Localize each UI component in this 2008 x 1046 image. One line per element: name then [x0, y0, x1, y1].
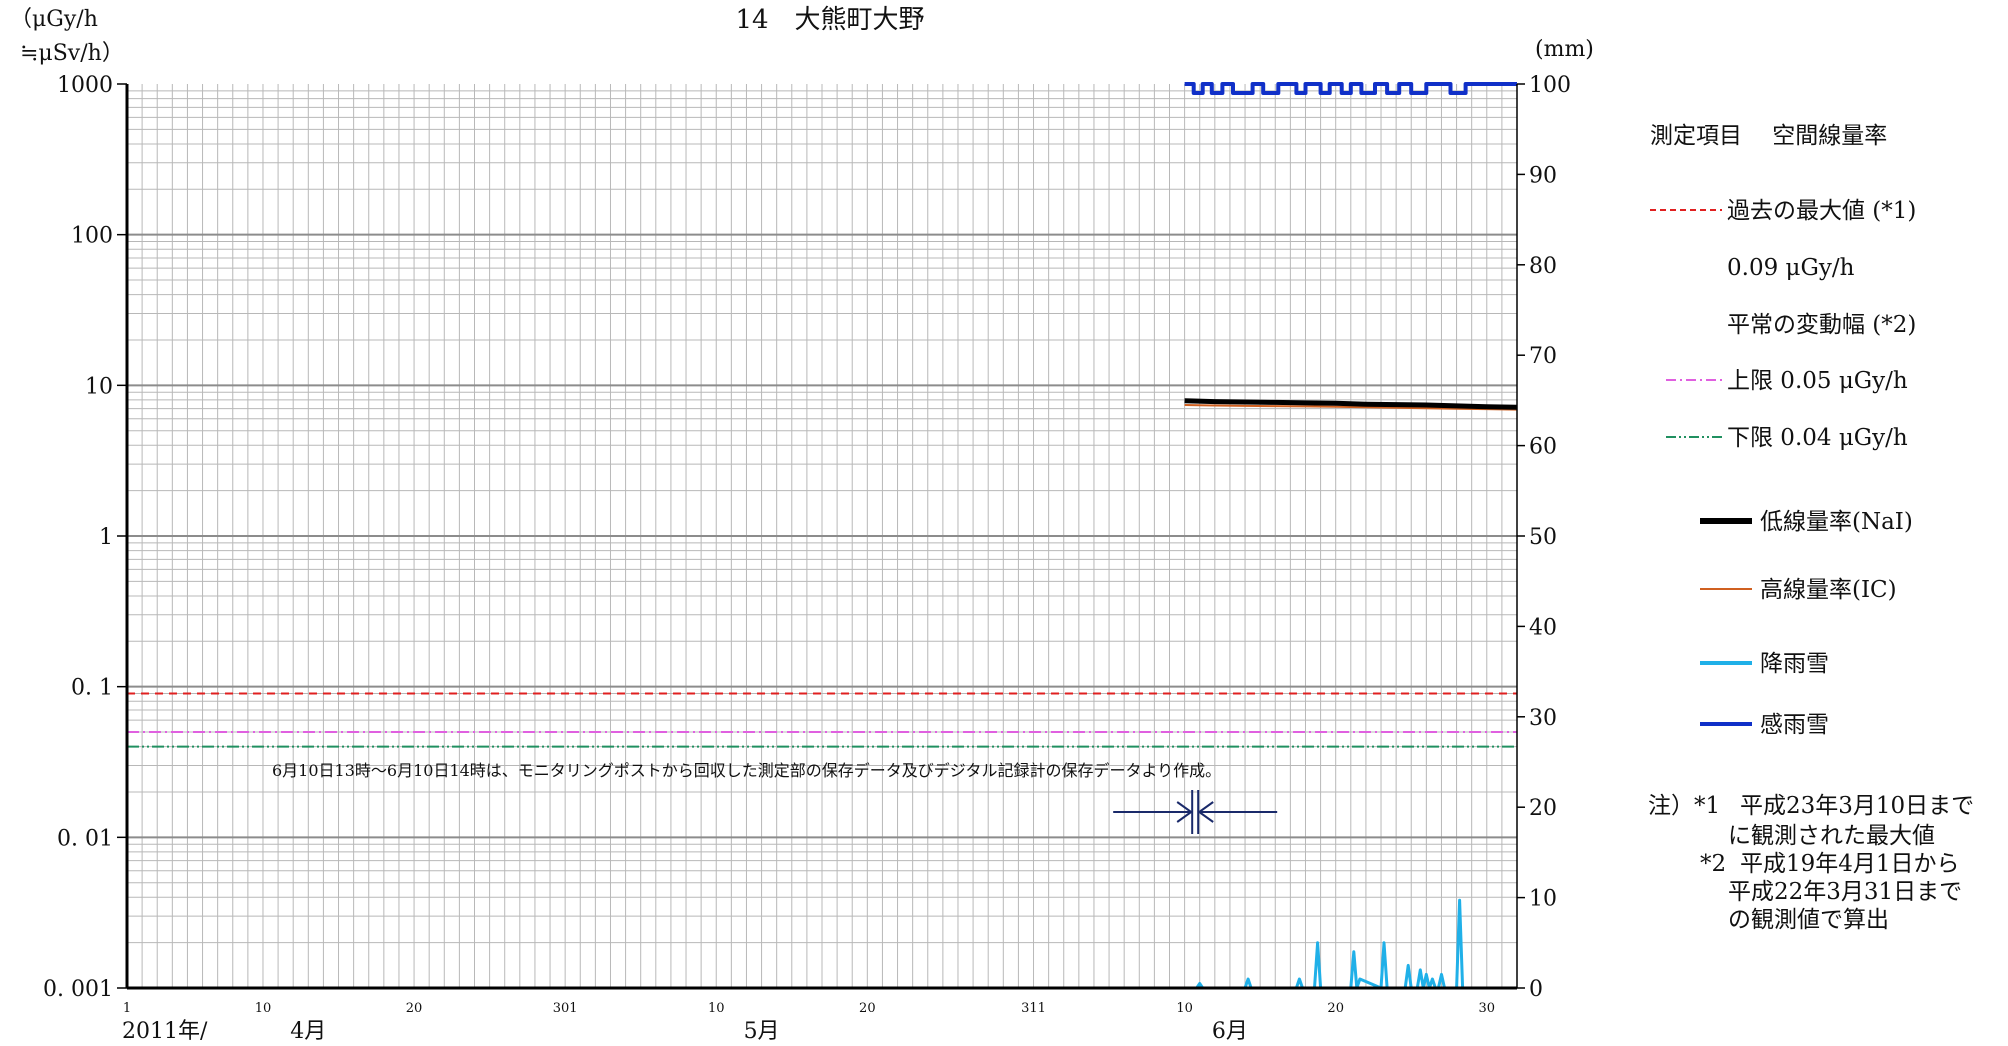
legend-range-label: 平常の変動幅 (*2) [1727, 312, 1916, 338]
left-tick-label: 0. 001 [43, 977, 113, 1002]
x-tick-label: 10 [708, 1001, 725, 1016]
legend-ic-label: 高線量率(IC) [1760, 577, 1897, 603]
left-tick-label: 0. 1 [71, 676, 113, 701]
left-tick-label: 1000 [57, 73, 113, 98]
left-unit-line2: ≒μSv/h） [20, 41, 124, 66]
right-tick-label: 60 [1529, 435, 1557, 460]
grid [126, 84, 1518, 989]
left-tick-label: 0. 01 [57, 826, 113, 851]
right-tick-label: 40 [1529, 615, 1557, 640]
legend-max-label: 過去の最大値 (*1) [1727, 198, 1916, 224]
footnote-2-prefix: *2 [1700, 851, 1726, 877]
left-tick-label: 10 [85, 374, 113, 399]
right-tick-label: 50 [1529, 525, 1557, 550]
x-tick-label: 20 [859, 1001, 876, 1016]
reference-lines [127, 692, 1517, 748]
right-tick-label: 70 [1529, 344, 1557, 369]
chart-title: 14 大熊町大野 [735, 5, 924, 35]
footnotes: 注）*1 平成23年3月10日まで に観測された最大値 *2 平成19年4月1日… [1648, 793, 1974, 933]
year-label: 2011年/ [122, 1019, 208, 1044]
legend-sense-label: 感雨雪 [1760, 712, 1829, 738]
right-tick-label: 10 [1529, 887, 1557, 912]
x-tick-label: 20 [406, 1001, 423, 1016]
x-tick-label: 311 [1021, 1001, 1046, 1016]
right-tick-label: 100 [1529, 73, 1571, 98]
x-tick-label: 10 [1176, 1001, 1193, 1016]
right-unit: (mm) [1535, 37, 1594, 62]
annotation-text: 6月10日13時～6月10日14時は、モニタリングポストから回収した測定部の保存… [272, 761, 1221, 780]
footnote-2-line2: 平成22年3月31日まで [1728, 879, 1962, 905]
month-label: 6月 [1212, 1019, 1248, 1044]
month-label: 4月 [290, 1019, 326, 1044]
left-unit-line1: （μGy/h [10, 7, 98, 32]
x-tick-label: 30 [1479, 1001, 1496, 1016]
right-tick-label: 30 [1529, 706, 1557, 731]
legend-rain-label: 降雨雪 [1760, 651, 1829, 677]
left-tick-label: 1 [99, 525, 113, 550]
series-line [1184, 404, 1518, 411]
right-tick-label: 90 [1529, 163, 1557, 188]
legend-upper-label: 上限 0.05 μGy/h [1727, 368, 1908, 394]
footnote-prefix: 注）*1 [1648, 793, 1720, 819]
legend: 測定項目 空間線量率 過去の最大値 (*1) 0.09 μGy/h 平常の変動幅… [1650, 123, 1916, 738]
right-tick-label: 80 [1529, 254, 1557, 279]
x-tick-label: 10 [255, 1001, 272, 1016]
x-tick-label: 1 [123, 1001, 131, 1016]
legend-nai-label: 低線量率(NaI) [1760, 509, 1913, 535]
legend-max-value: 0.09 μGy/h [1727, 255, 1855, 281]
x-tick-label: 301 [553, 1001, 578, 1016]
series-line [1184, 398, 1518, 410]
left-tick-label: 100 [71, 224, 113, 249]
series-line [1184, 82, 1517, 95]
right-tick-label: 0 [1529, 977, 1543, 1002]
legend-lower-label: 下限 0.04 μGy/h [1727, 425, 1908, 451]
x-tick-label: 20 [1327, 1001, 1344, 1016]
legend-header: 測定項目 空間線量率 [1650, 123, 1887, 149]
footnote-2-line3: の観測値で算出 [1728, 907, 1889, 933]
month-label: 5月 [744, 1019, 780, 1044]
footnote-1-line2: に観測された最大値 [1728, 823, 1935, 849]
right-tick-label: 20 [1529, 796, 1557, 821]
annotation-arrow [1113, 790, 1278, 834]
footnote-1-line1: 平成23年3月10日まで [1740, 793, 1974, 819]
footnote-2-line1: 平成19年4月1日から [1740, 851, 1960, 877]
